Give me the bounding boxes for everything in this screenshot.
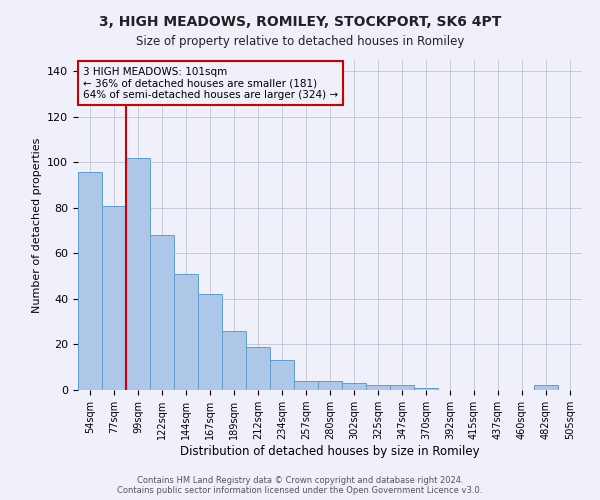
Bar bbox=[294, 381, 318, 390]
Bar bbox=[342, 383, 366, 390]
Text: 3, HIGH MEADOWS, ROMILEY, STOCKPORT, SK6 4PT: 3, HIGH MEADOWS, ROMILEY, STOCKPORT, SK6… bbox=[99, 15, 501, 29]
Text: Size of property relative to detached houses in Romiley: Size of property relative to detached ho… bbox=[136, 35, 464, 48]
Bar bbox=[102, 206, 126, 390]
Text: 3 HIGH MEADOWS: 101sqm
← 36% of detached houses are smaller (181)
64% of semi-de: 3 HIGH MEADOWS: 101sqm ← 36% of detached… bbox=[83, 66, 338, 100]
Bar bbox=[534, 386, 558, 390]
Y-axis label: Number of detached properties: Number of detached properties bbox=[32, 138, 41, 312]
Bar bbox=[174, 274, 198, 390]
Bar bbox=[246, 347, 270, 390]
Bar bbox=[366, 386, 390, 390]
Text: Contains HM Land Registry data © Crown copyright and database right 2024.
Contai: Contains HM Land Registry data © Crown c… bbox=[118, 476, 482, 495]
Bar bbox=[270, 360, 294, 390]
Bar bbox=[78, 172, 102, 390]
Bar bbox=[198, 294, 222, 390]
Bar bbox=[414, 388, 438, 390]
Bar bbox=[222, 331, 246, 390]
Bar bbox=[390, 386, 414, 390]
Bar bbox=[126, 158, 150, 390]
X-axis label: Distribution of detached houses by size in Romiley: Distribution of detached houses by size … bbox=[180, 445, 480, 458]
Bar bbox=[318, 381, 342, 390]
Bar bbox=[150, 235, 174, 390]
